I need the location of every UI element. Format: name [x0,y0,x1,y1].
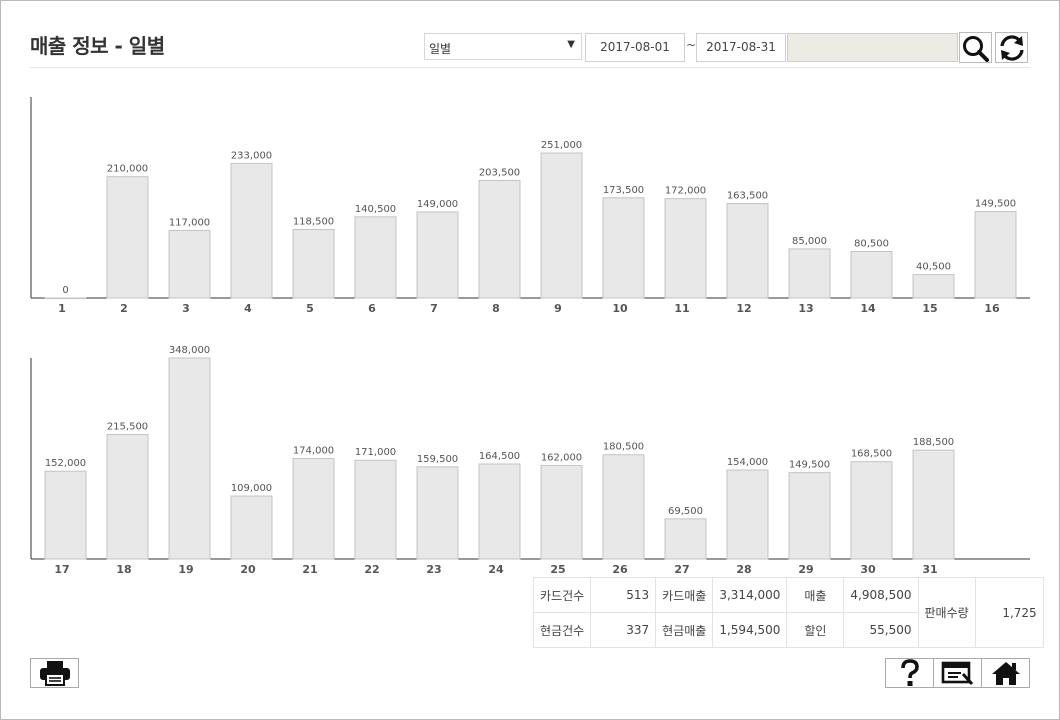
printer-icon [39,661,70,686]
summary-row-cash: 현금건수 337 현금매출 1,594,500 할인 55,500 [532,612,1044,648]
search-button[interactable] [959,32,992,63]
card-sales-label: 카드매출 [655,577,714,613]
cash-count-label: 현금건수 [532,612,592,648]
period-select[interactable]: 일별 ▼ [424,33,582,60]
search-icon [962,35,989,62]
help-button[interactable] [885,658,934,688]
date-to-field[interactable]: 2017-08-31 [696,33,786,62]
refresh-icon [999,34,1024,61]
chevron-down-icon: ▼ [567,39,575,50]
home-icon [991,662,1020,685]
edit-window-button[interactable] [933,658,982,688]
qty-value: 1,725 [974,577,1044,648]
cash-sales-value: 1,594,500 [712,612,788,648]
card-count-label: 카드건수 [532,577,592,613]
sales-value: 4,908,500 [843,577,919,613]
qty-label: 판매수량 [917,577,976,648]
home-button[interactable] [981,658,1030,688]
search-input[interactable] [787,33,958,62]
refresh-button[interactable] [995,32,1028,63]
question-icon [900,659,919,686]
date-from-field[interactable]: 2017-08-01 [585,33,685,62]
card-sales-value: 3,314,000 [712,577,788,613]
title-divider [30,67,1030,68]
cash-count-value: 337 [590,612,657,648]
date-range-separator: ~ [686,38,697,52]
sales-label: 매출 [786,577,845,613]
edit-window-icon [941,661,973,686]
page-title: 매출 정보 - 일별 [30,34,165,58]
discount-label: 할인 [786,612,845,648]
print-button[interactable] [30,658,79,688]
summary-row-card: 카드건수 513 카드매출 3,314,000 매출 4,908,500 판매수… [532,577,1044,648]
card-count-value: 513 [590,577,657,613]
period-select-value: 일별 [429,42,452,56]
summary-table: 카드건수 513 카드매출 3,314,000 매출 4,908,500 판매수… [532,577,1044,648]
discount-value: 55,500 [843,612,919,648]
cash-sales-label: 현금매출 [655,612,714,648]
